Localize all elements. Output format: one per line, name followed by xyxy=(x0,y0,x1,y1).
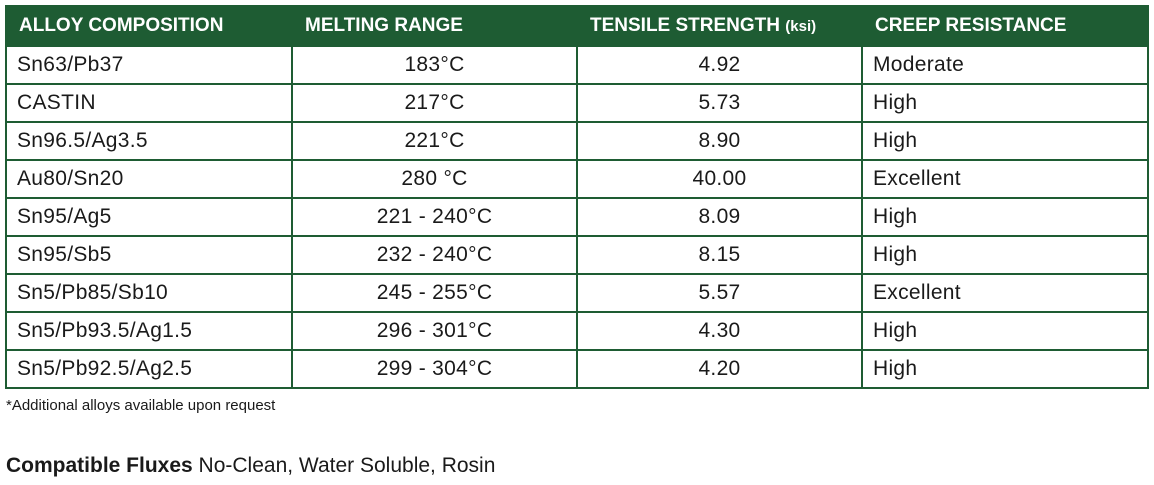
header-unit: (ksi) xyxy=(785,18,817,35)
table-cell: Excellent xyxy=(861,273,1149,313)
column-header: TENSILE STRENGTH (ksi) xyxy=(576,5,863,47)
table-cell: 4.30 xyxy=(576,311,863,351)
table-cell: 4.20 xyxy=(576,349,863,389)
table-cell: 40.00 xyxy=(576,159,863,199)
table-cell: 5.73 xyxy=(576,83,863,123)
table-cell: 299 - 304°C xyxy=(291,349,578,389)
table-cell: 8.90 xyxy=(576,121,863,161)
header-text: CREEP RESISTANCE xyxy=(875,15,1067,36)
table-cell: 221 - 240°C xyxy=(291,197,578,237)
table-row: Sn96.5/Ag3.5 221°C 8.90 High xyxy=(5,121,1149,161)
table-cell: Au80/Sn20 xyxy=(5,159,293,199)
table-cell: 5.57 xyxy=(576,273,863,313)
footnote: *Additional alloys available upon reques… xyxy=(6,397,276,414)
table-cell: High xyxy=(861,197,1149,237)
column-header: ALLOY COMPOSITION xyxy=(5,5,293,47)
table-cell: Sn96.5/Ag3.5 xyxy=(5,121,293,161)
table-row: Au80/Sn20 280 °C 40.00 Excellent xyxy=(5,159,1149,199)
table-cell: 232 - 240°C xyxy=(291,235,578,275)
table-cell: Excellent xyxy=(861,159,1149,199)
table-cell: 8.15 xyxy=(576,235,863,275)
table-cell: High xyxy=(861,83,1149,123)
table-cell: High xyxy=(861,235,1149,275)
table-body: Sn63/Pb37 183°C 4.92 Moderate CASTIN 217°C 5.7… xyxy=(5,45,1149,389)
header-text: TENSILE STRENGTH xyxy=(590,15,781,36)
table-row: Sn5/Pb85/Sb10 245 - 255°C 5.57 Excellent xyxy=(5,273,1149,313)
table-cell: 4.92 xyxy=(576,45,863,85)
table-cell: CASTIN xyxy=(5,83,293,123)
header-text: MELTING RANGE xyxy=(305,15,463,36)
table-cell: Sn95/Sb5 xyxy=(5,235,293,275)
header-text: ALLOY COMPOSITION xyxy=(19,15,224,36)
table-cell: 221°C xyxy=(291,121,578,161)
fluxes-label: Compatible Fluxes xyxy=(6,454,193,477)
table-cell: 8.09 xyxy=(576,197,863,237)
column-header: MELTING RANGE xyxy=(291,5,578,47)
table-cell: High xyxy=(861,349,1149,389)
table-cell: 245 - 255°C xyxy=(291,273,578,313)
table-cell: Moderate xyxy=(861,45,1149,85)
fluxes: Compatible Fluxes No-Clean, Water Solubl… xyxy=(6,454,495,478)
alloy-table: ALLOY COMPOSITION MELTING RANGE TENSILE ST… xyxy=(5,5,1149,389)
column-header: CREEP RESISTANCE xyxy=(861,5,1149,47)
table-row: Sn5/Pb92.5/Ag2.5 299 - 304°C 4.20 High xyxy=(5,349,1149,389)
table-cell: High xyxy=(861,311,1149,351)
table-cell: Sn95/Ag5 xyxy=(5,197,293,237)
table-cell: 217°C xyxy=(291,83,578,123)
table-row: Sn5/Pb93.5/Ag1.5 296 - 301°C 4.30 High xyxy=(5,311,1149,351)
table-cell: 183°C xyxy=(291,45,578,85)
table-row: CASTIN 217°C 5.73 High xyxy=(5,83,1149,123)
header-row: ALLOY COMPOSITION MELTING RANGE TENSILE ST… xyxy=(5,5,1149,47)
table-cell: 296 - 301°C xyxy=(291,311,578,351)
table-row: Sn95/Ag5 221 - 240°C 8.09 High xyxy=(5,197,1149,237)
table-cell: High xyxy=(861,121,1149,161)
table-cell: 280 °C xyxy=(291,159,578,199)
table-row: Sn95/Sb5 232 - 240°C 8.15 High xyxy=(5,235,1149,275)
fluxes-text: No-Clean, Water Soluble, Rosin xyxy=(198,454,496,477)
table-cell: Sn5/Pb93.5/Ag1.5 xyxy=(5,311,293,351)
table-cell: Sn63/Pb37 xyxy=(5,45,293,85)
table-cell: Sn5/Pb92.5/Ag2.5 xyxy=(5,349,293,389)
table-cell: Sn5/Pb85/Sb10 xyxy=(5,273,293,313)
table-row: Sn63/Pb37 183°C 4.92 Moderate xyxy=(5,45,1149,85)
